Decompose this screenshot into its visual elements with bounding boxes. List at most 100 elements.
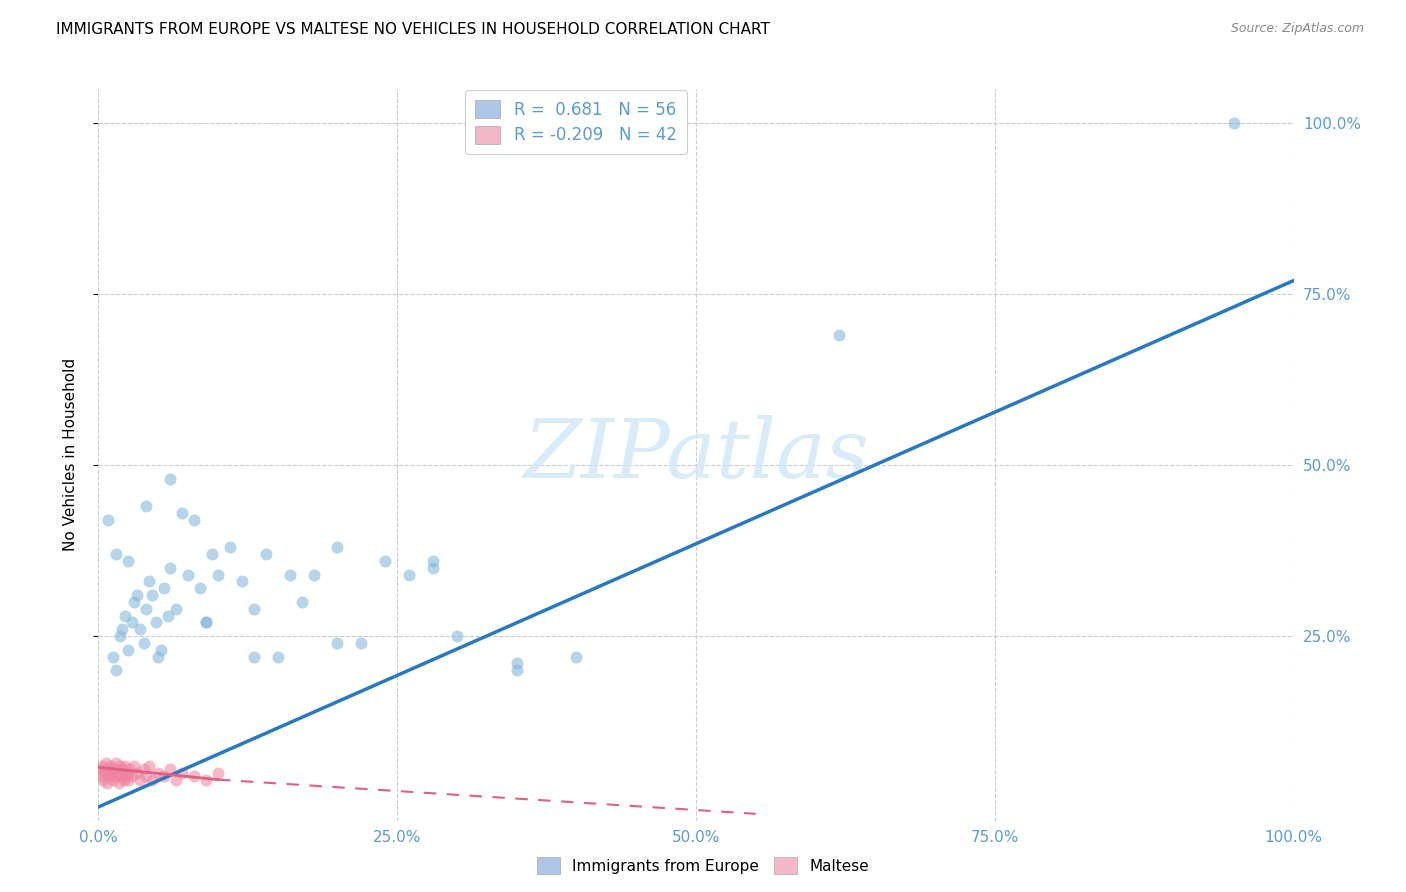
Point (117, 554, 139, 568)
Point (129, 772, 152, 787)
Point (231, 574, 253, 589)
Point (114, 608, 136, 623)
Point (132, 763, 155, 777)
Point (125, 765, 148, 780)
Point (188, 581, 211, 595)
Point (159, 472, 181, 486)
Point (112, 772, 135, 787)
Point (110, 769, 132, 783)
Point (118, 763, 141, 777)
Point (125, 588, 148, 602)
Point (135, 601, 157, 615)
Point (398, 567, 420, 582)
Point (135, 499, 157, 513)
Point (101, 649, 124, 664)
Point (267, 649, 290, 664)
Point (243, 601, 266, 615)
Point (165, 772, 187, 787)
Point (94, 756, 117, 770)
Point (138, 759, 160, 773)
Point (105, 547, 128, 561)
Point (828, 328, 851, 343)
Point (172, 765, 194, 780)
Point (124, 759, 146, 773)
Point (422, 554, 444, 568)
Point (291, 595, 314, 609)
Point (98, 769, 121, 783)
Point (165, 601, 187, 615)
Point (89, 763, 111, 777)
Point (129, 622, 152, 636)
Point (114, 759, 136, 773)
Point (156, 608, 179, 623)
Point (100, 765, 122, 780)
Point (121, 615, 143, 630)
Point (124, 595, 146, 609)
Point (153, 769, 176, 783)
Point (135, 769, 157, 783)
Point (105, 663, 128, 677)
Point (149, 642, 172, 657)
Y-axis label: No Vehicles in Household: No Vehicles in Household (63, 359, 77, 551)
Point (145, 615, 167, 630)
Point (565, 649, 588, 664)
Point (1223, 116, 1246, 130)
Point (195, 615, 218, 630)
Point (91, 772, 114, 787)
Point (159, 560, 181, 574)
Legend: R =  0.681   N = 56, R = -0.209   N = 42: R = 0.681 N = 56, R = -0.209 N = 42 (465, 90, 686, 154)
Point (159, 763, 181, 777)
Point (117, 772, 139, 787)
Point (104, 769, 127, 783)
Point (350, 636, 373, 650)
Point (278, 567, 301, 582)
Point (148, 765, 170, 780)
Point (96, 776, 118, 790)
Text: ZIPatlas: ZIPatlas (523, 415, 869, 495)
Point (254, 547, 277, 561)
Point (98, 759, 122, 773)
Point (141, 588, 163, 602)
Point (183, 769, 205, 783)
Point (506, 657, 529, 671)
Point (97, 513, 120, 527)
Point (138, 574, 160, 589)
Legend: Immigrants from Europe, Maltese: Immigrants from Europe, Maltese (531, 851, 875, 880)
Point (172, 506, 194, 520)
Point (117, 642, 139, 657)
Point (93, 765, 115, 780)
Point (111, 763, 134, 777)
Point (302, 567, 325, 582)
Point (121, 769, 143, 783)
Point (107, 776, 129, 790)
Point (132, 636, 155, 650)
Point (115, 769, 138, 783)
Point (207, 567, 229, 582)
Point (183, 513, 205, 527)
Point (101, 772, 124, 787)
Point (195, 615, 218, 630)
Point (111, 622, 134, 636)
Point (422, 560, 444, 574)
Point (177, 567, 200, 582)
Point (446, 629, 468, 643)
Point (201, 547, 224, 561)
Point (148, 649, 170, 664)
Text: IMMIGRANTS FROM EUROPE VS MALTESE NO VEHICLES IN HOUSEHOLD CORRELATION CHART: IMMIGRANTS FROM EUROPE VS MALTESE NO VEH… (56, 22, 770, 37)
Point (115, 765, 138, 780)
Point (141, 772, 163, 787)
Point (219, 540, 242, 554)
Point (108, 759, 131, 773)
Point (107, 765, 129, 780)
Point (374, 554, 396, 568)
Text: Source: ZipAtlas.com: Source: ZipAtlas.com (1230, 22, 1364, 36)
Point (506, 663, 529, 677)
Point (103, 763, 125, 777)
Point (97, 763, 120, 777)
Point (153, 581, 176, 595)
Point (108, 629, 131, 643)
Point (90, 769, 112, 783)
Point (105, 756, 128, 770)
Point (243, 649, 266, 664)
Point (326, 636, 349, 650)
